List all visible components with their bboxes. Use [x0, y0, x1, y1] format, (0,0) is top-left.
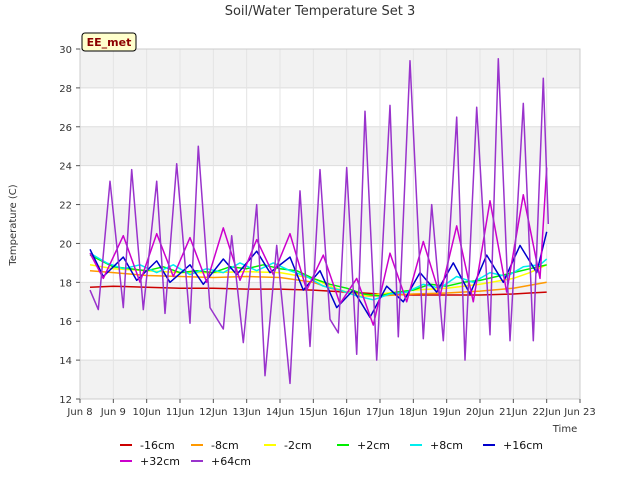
x-tick-label: 19Jun: [432, 407, 460, 418]
x-tick-label: Jun 23: [563, 407, 596, 418]
series-line-16cm: [89, 285, 547, 296]
plot-band: [80, 360, 580, 399]
chart-title: Soil/Water Temperature Set 3: [225, 4, 416, 19]
axes: 12 14 16 18 20 22 24 26 28 30 Jun 8 Jun 9 10Jun 11Jun…: [59, 45, 596, 418]
y-tick-label: 18: [59, 278, 72, 289]
x-tick-label: 14Jun: [266, 407, 294, 418]
station-badge: EE_met: [81, 32, 137, 52]
x-tick-label: Jun 9: [100, 407, 126, 418]
x-tick-label: 18Jun: [399, 407, 427, 418]
series-line-64cm: [89, 57, 550, 385]
plot-band: [80, 126, 580, 166]
legend-label: +16cm: [503, 439, 543, 452]
x-tick-label: 13Jun: [232, 407, 260, 418]
y-axis-label: Temperature (C): [8, 184, 19, 266]
legend: -16cm -8cm -2cm +2cm +8cm +16cm +32cm +64cm: [120, 439, 543, 468]
x-tick-label: 20Jun: [466, 407, 494, 418]
x-tick-label: 16Jun: [332, 407, 360, 418]
series-line-32cm: [89, 167, 548, 326]
y-tick-label: 28: [59, 84, 72, 95]
y-tick-label: 24: [59, 162, 72, 173]
y-tick-label: 30: [59, 45, 72, 56]
x-tick-label: 12Jun: [199, 407, 227, 418]
x-tick-label: 17Jun: [366, 407, 394, 418]
y-tick-label: 16: [59, 317, 72, 328]
plot-band: [80, 165, 580, 205]
x-tick-label: 11Jun: [166, 407, 194, 418]
x-axis-label: Time: [552, 424, 577, 435]
series-layer: [89, 57, 550, 385]
y-tick-label: 22: [59, 201, 72, 212]
legend-label: -8cm: [211, 439, 239, 452]
legend-label: +64cm: [211, 455, 251, 468]
series-line-8cm: [89, 252, 548, 301]
plot-band: [80, 321, 580, 361]
y-tick-label: 26: [59, 123, 72, 134]
plot-background: [80, 49, 580, 399]
x-tick-label: Jun 8: [66, 407, 92, 418]
legend-label: +8cm: [430, 439, 463, 452]
legend-label: -16cm: [140, 439, 175, 452]
plot-band: [80, 49, 580, 88]
legend-label: -2cm: [284, 439, 312, 452]
x-tick-label: 15Jun: [299, 407, 327, 418]
x-tick-label: 10Jun: [132, 407, 160, 418]
y-tick-label: 20: [59, 239, 72, 250]
x-tick-label: 22Jun: [532, 407, 560, 418]
series-line-16cm: [89, 231, 548, 319]
y-tick-label: 14: [59, 356, 72, 367]
legend-label: +2cm: [357, 439, 390, 452]
plot-band: [80, 87, 580, 127]
badge-box: [81, 32, 137, 52]
legend-label: +32cm: [140, 455, 180, 468]
y-tick-label: 12: [59, 395, 72, 406]
plot-frame: [79, 48, 581, 400]
x-tick-label: 21Jun: [499, 407, 527, 418]
badge-label: EE_met: [87, 36, 132, 49]
